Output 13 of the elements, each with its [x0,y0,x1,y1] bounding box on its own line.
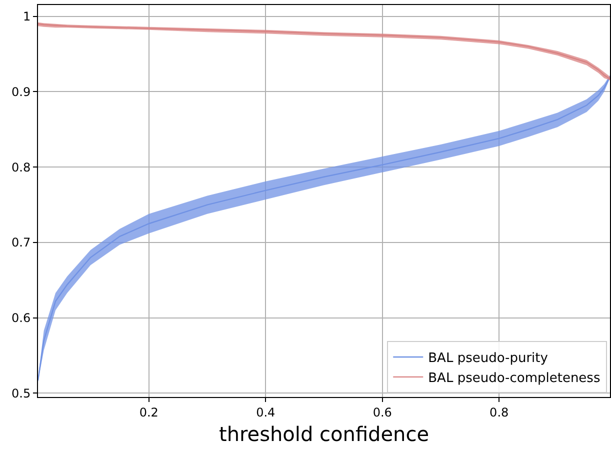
y-tick-label: 0.6 [12,311,31,326]
y-tick-label: 0.7 [12,236,31,250]
y-tick-label: 0.5 [12,386,31,400]
x-tick-label: 0.6 [372,405,392,420]
x-tick-label: 0.2 [139,405,158,420]
y-tick-label: 0.8 [12,160,31,174]
x-tick-label: 0.8 [490,405,509,420]
x-tick-label: 0.4 [256,405,276,420]
y-tick-label: 0.9 [12,84,31,99]
y-tick-label: 1 [22,10,31,24]
x-axis-title: threshold confidence [218,422,430,446]
legend-label: BAL pseudo-completeness [428,371,600,386]
legend-label: BAL pseudo-purity [428,351,548,366]
